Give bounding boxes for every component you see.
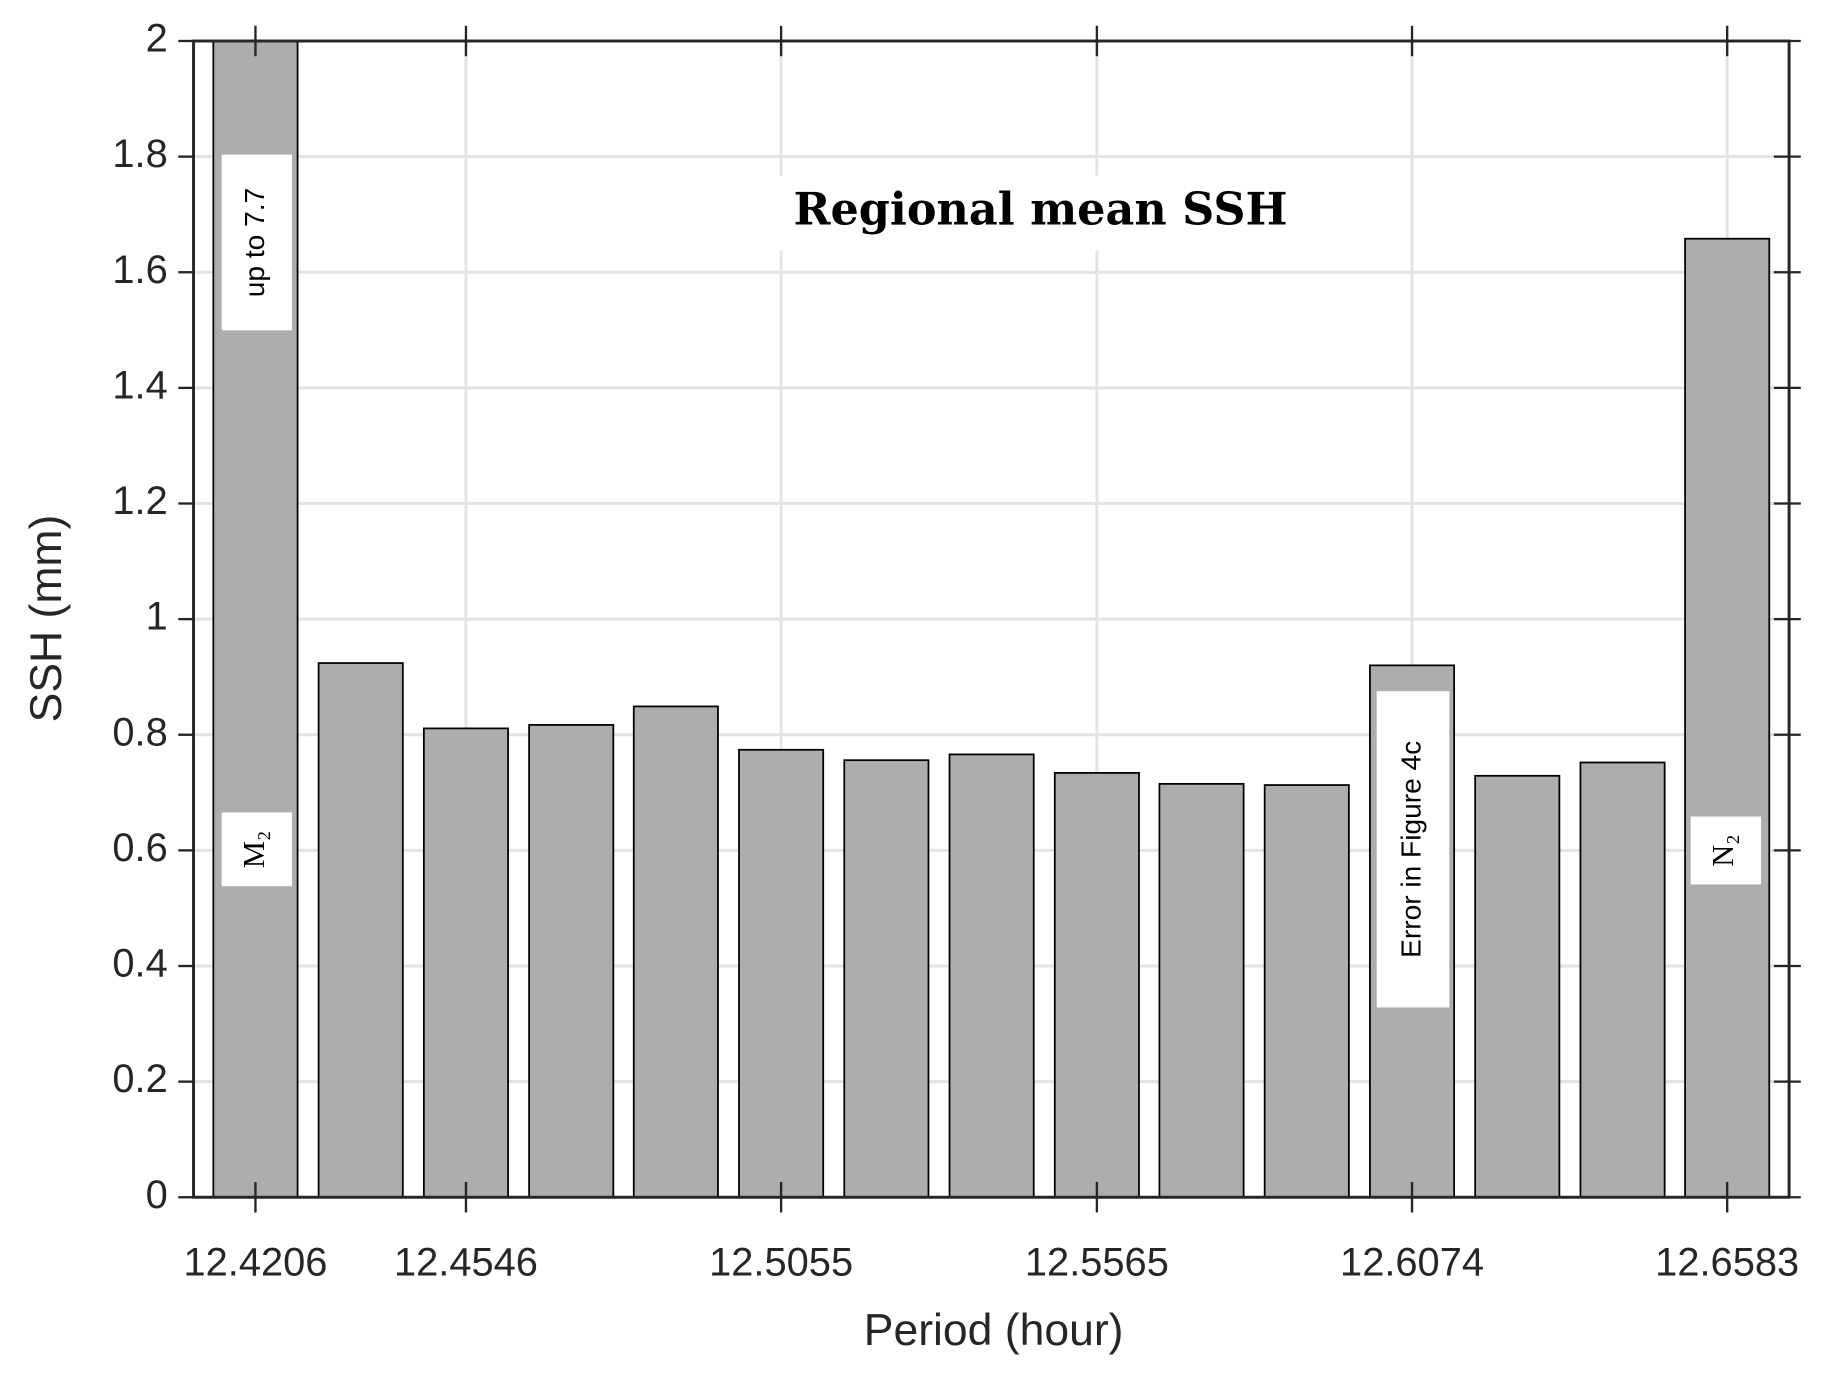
- y-tick-label: 0.6: [112, 826, 167, 870]
- bars: [212, 41, 1771, 1198]
- plot-frame: [192, 39, 1791, 1199]
- y-tick-label: 0.8: [112, 710, 167, 754]
- y-tick-label: 2: [146, 17, 168, 61]
- y-tick-label: 1.8: [112, 132, 167, 176]
- y-tick-label: 1: [146, 595, 168, 639]
- bar: [422, 727, 509, 1198]
- x-tick-label: 12.5055: [709, 1241, 853, 1285]
- bar: [1053, 772, 1140, 1198]
- x-tick-label: 12.4546: [394, 1241, 538, 1285]
- bar: [1474, 774, 1561, 1198]
- bar: [317, 662, 404, 1198]
- bar: [632, 705, 719, 1198]
- x-tick-label: 12.6074: [1340, 1241, 1484, 1285]
- y-tick-label: 0: [146, 1173, 168, 1217]
- annotation: Error in Figure 4c: [1395, 741, 1426, 958]
- x-tick-label: 12.5565: [1025, 1241, 1169, 1285]
- annotation: M₂: [237, 830, 271, 868]
- title-background: [738, 175, 1343, 251]
- overlay: 0 0.2 0.4 0.6 0.8 1 1.2 1.4 1.6 1.8 2 12.4206 12.454…: [112, 17, 1801, 1285]
- bar: [1684, 237, 1771, 1198]
- bar: [1263, 784, 1350, 1198]
- x-tick-label: 12.6583: [1655, 1241, 1799, 1285]
- bar: [948, 753, 1035, 1198]
- bar: [528, 724, 615, 1198]
- x-axis-label: Period (hour): [864, 1306, 1124, 1355]
- annotation-box: [1376, 691, 1450, 1008]
- annotation: up to 7.7: [239, 188, 270, 297]
- bar: [843, 759, 930, 1198]
- y-tick-label: 0.2: [112, 1057, 167, 1101]
- x-tick-label: 12.4206: [183, 1241, 327, 1285]
- annotation-box: [1690, 816, 1761, 885]
- bar: [1158, 783, 1245, 1198]
- y-tick-label: 1.4: [112, 363, 167, 407]
- y-axis-label: SSH (mm): [22, 515, 71, 723]
- y-tick-label: 0.4: [112, 942, 167, 986]
- y-tick-label: 1.6: [112, 248, 167, 292]
- annotation: N₂: [1706, 834, 1740, 867]
- annotation-box: [221, 154, 292, 331]
- bar: [1579, 761, 1666, 1198]
- chart-title: Regional mean SSH: [794, 184, 1288, 236]
- y-tick-label: 1.2: [112, 479, 167, 523]
- bar: [738, 748, 825, 1198]
- annotation-box: [221, 812, 292, 887]
